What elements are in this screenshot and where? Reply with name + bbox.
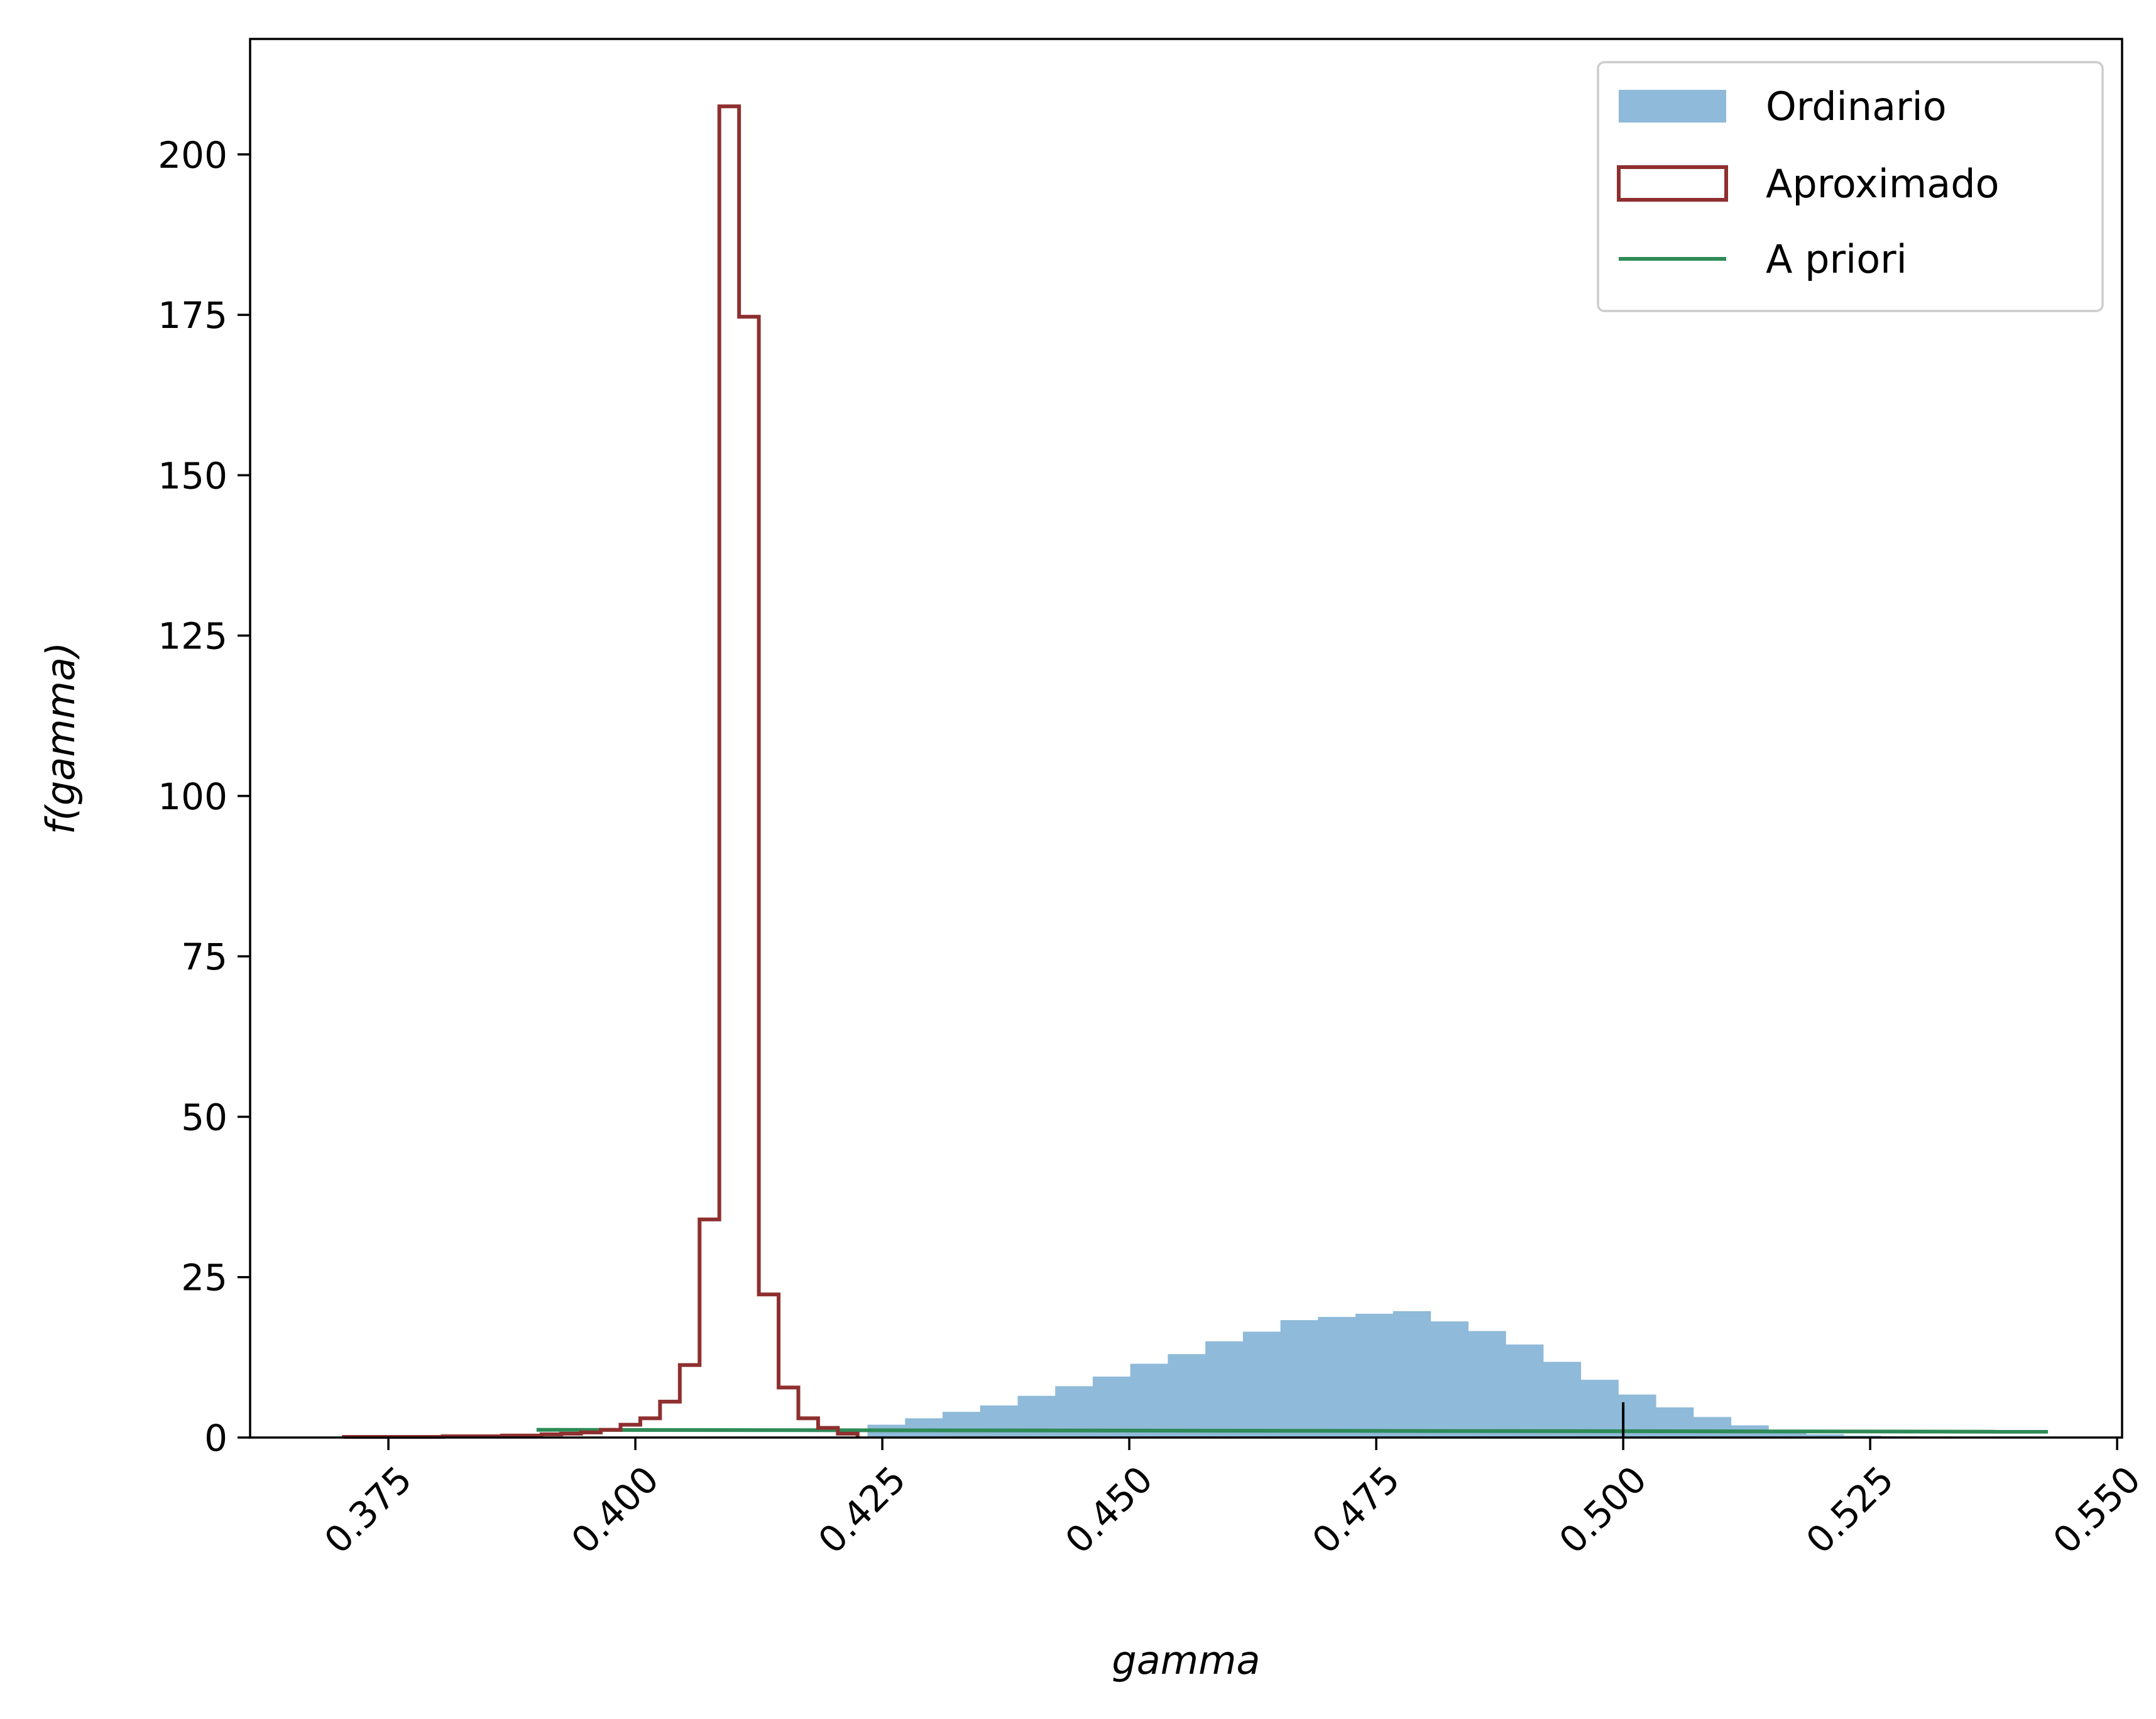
ordinario-bar bbox=[1092, 1376, 1131, 1438]
ordinario-bar bbox=[1130, 1363, 1169, 1438]
y-tick-label: 75 bbox=[181, 936, 227, 978]
ordinario-bar bbox=[1318, 1317, 1356, 1438]
y-axis-label: f(gamma) bbox=[38, 642, 84, 834]
ordinario-bar bbox=[942, 1412, 981, 1438]
y-tick-label: 0 bbox=[204, 1417, 227, 1460]
ordinario-bar bbox=[1205, 1341, 1244, 1438]
ordinario-bar bbox=[1768, 1431, 1807, 1438]
legend-label: A priori bbox=[1766, 236, 1907, 282]
ordinario-bar bbox=[1693, 1417, 1732, 1438]
y-tick-label: 100 bbox=[158, 775, 227, 818]
aproximado-step-outline bbox=[342, 104, 860, 1439]
ordinario-bar bbox=[1543, 1362, 1582, 1438]
ordinario-bar bbox=[980, 1405, 1019, 1438]
legend-label: Ordinario bbox=[1766, 84, 1947, 129]
ordinario-bar bbox=[1242, 1331, 1281, 1438]
ordinario-bar bbox=[1506, 1344, 1544, 1438]
ordinario-bar bbox=[1280, 1320, 1318, 1438]
ordinario-bar bbox=[1430, 1321, 1469, 1438]
y-tick-label: 175 bbox=[158, 294, 227, 337]
y-tick-label: 50 bbox=[181, 1096, 227, 1138]
a-priori-line bbox=[536, 1427, 2049, 1434]
ordinario-bar bbox=[905, 1418, 943, 1438]
y-tick-label: 200 bbox=[158, 134, 227, 177]
legend: Ordinario Aproximado A priori bbox=[1597, 61, 2104, 312]
y-tick-label: 25 bbox=[181, 1257, 227, 1299]
ordinario-bar bbox=[1805, 1434, 1844, 1438]
axes-frame bbox=[249, 38, 2123, 1439]
x-axis-label: gamma bbox=[1112, 1637, 1260, 1683]
y-tick-label: 125 bbox=[158, 615, 227, 658]
legend-swatch-ordinario bbox=[1619, 90, 1726, 123]
y-tick-label: 150 bbox=[158, 454, 227, 497]
legend-box bbox=[1597, 61, 2104, 312]
plot-area bbox=[342, 104, 2107, 1439]
ordinario-bar bbox=[1168, 1354, 1206, 1438]
legend-label: Aproximado bbox=[1766, 161, 2000, 207]
ordinario-bar bbox=[1355, 1313, 1394, 1438]
ordinario-bar bbox=[1468, 1331, 1506, 1438]
ordinario-bar bbox=[1580, 1380, 1619, 1438]
ordinario-bar bbox=[1393, 1311, 1431, 1438]
legend-swatch-aproximado bbox=[1617, 165, 1728, 202]
